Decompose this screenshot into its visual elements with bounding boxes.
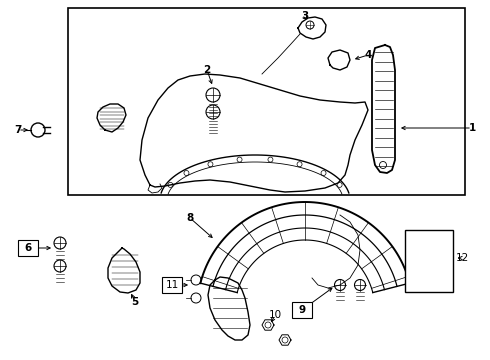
Text: 11: 11 xyxy=(166,280,179,290)
Text: 8: 8 xyxy=(186,213,194,223)
Bar xyxy=(405,230,453,292)
FancyBboxPatch shape xyxy=(292,302,312,318)
Bar xyxy=(68,8,465,195)
FancyBboxPatch shape xyxy=(162,277,182,293)
FancyBboxPatch shape xyxy=(18,240,38,256)
Text: 1: 1 xyxy=(468,123,476,133)
Text: 12: 12 xyxy=(455,253,468,263)
Text: 9: 9 xyxy=(298,305,306,315)
Text: 5: 5 xyxy=(131,297,139,307)
Text: 7: 7 xyxy=(14,125,22,135)
Text: 3: 3 xyxy=(301,11,309,21)
Text: 4: 4 xyxy=(364,50,372,60)
Text: 2: 2 xyxy=(203,65,211,75)
Text: 6: 6 xyxy=(24,243,32,253)
Text: 10: 10 xyxy=(269,310,282,320)
